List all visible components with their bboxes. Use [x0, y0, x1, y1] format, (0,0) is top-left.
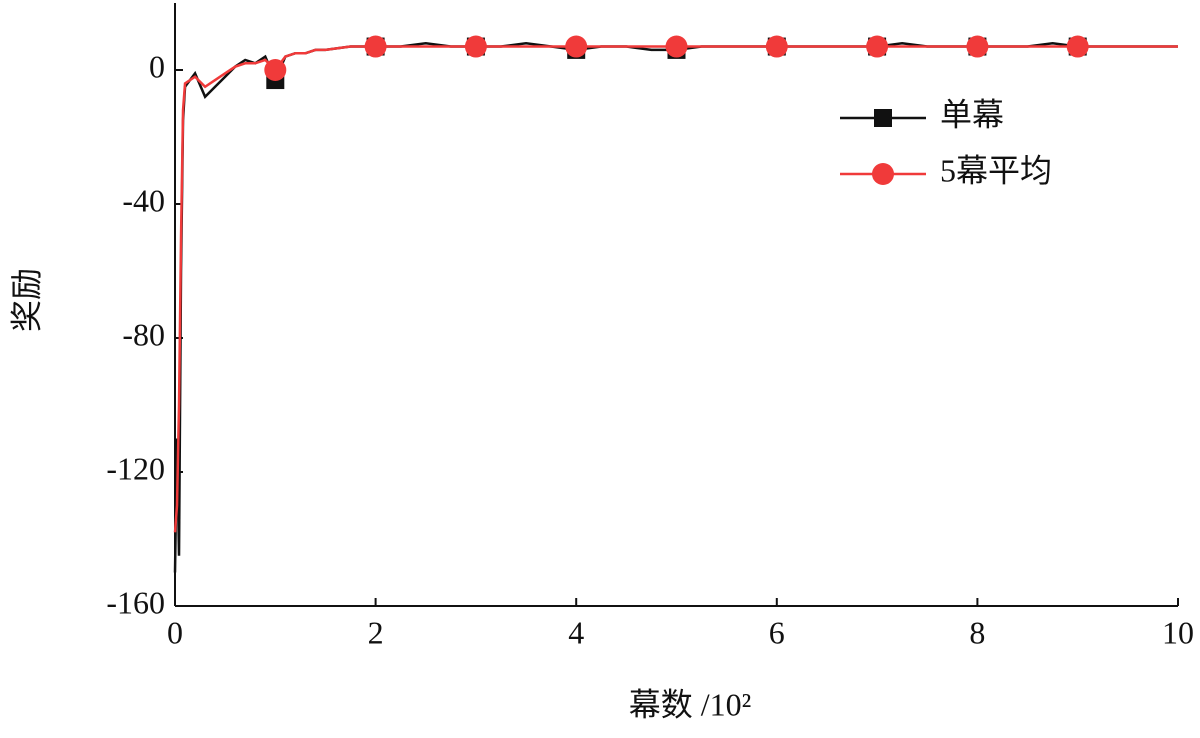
marker	[1066, 35, 1089, 58]
marker	[874, 109, 892, 127]
marker	[665, 35, 688, 58]
x-tick-label: 4	[568, 614, 584, 650]
y-tick-label: -120	[106, 450, 165, 486]
y-tick-label: -40	[122, 182, 165, 218]
x-axis-label: 幕数 /10²	[629, 686, 752, 722]
marker	[866, 35, 889, 58]
series-line	[173, 45, 1178, 533]
marker	[966, 35, 989, 58]
x-tick-label: 10	[1162, 614, 1194, 650]
x-tick-label: 0	[167, 614, 183, 650]
y-tick-label: -80	[122, 316, 165, 352]
marker	[364, 35, 387, 58]
y-tick-label: 0	[149, 48, 165, 84]
marker	[464, 35, 487, 58]
legend-label: 单幕	[940, 96, 1004, 132]
marker	[765, 35, 788, 58]
marker	[264, 59, 287, 81]
series-line	[173, 41, 1178, 573]
x-tick-label: 2	[368, 614, 384, 650]
y-tick-label: -160	[106, 584, 165, 620]
marker	[565, 35, 588, 58]
marker	[872, 163, 894, 185]
legend-label: 5幕平均	[940, 152, 1052, 188]
x-tick-label: 8	[969, 614, 985, 650]
x-tick-label: 6	[769, 614, 785, 650]
y-axis-label: 奖励	[8, 268, 44, 332]
